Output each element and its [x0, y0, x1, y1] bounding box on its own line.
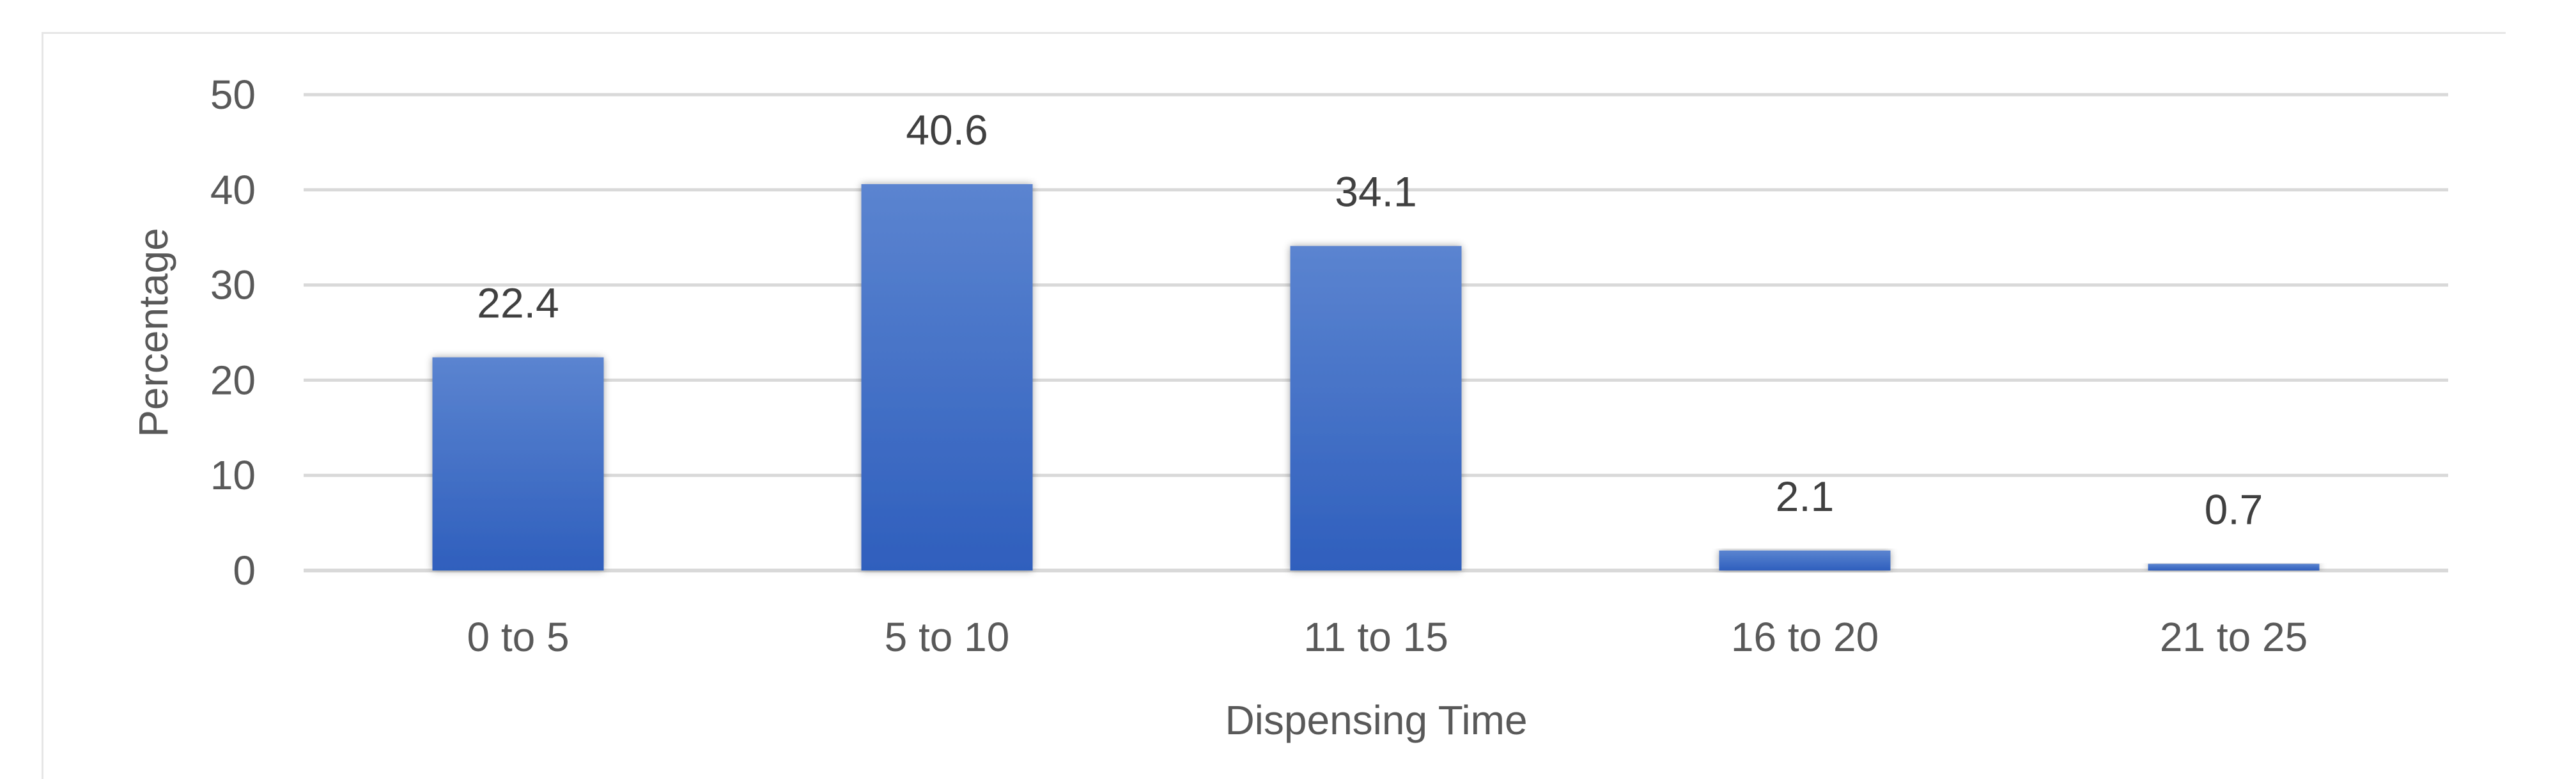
y-tick-label: 20	[210, 357, 256, 403]
y-tick-label: 30	[210, 262, 256, 308]
bar-4	[2148, 563, 2320, 570]
bar-1	[861, 184, 1033, 570]
y-axis-tick-labels: 0 10 20 30 40 50	[210, 72, 256, 594]
y-tick-label: 50	[210, 72, 256, 118]
y-tick-label: 10	[210, 452, 256, 498]
data-label-3: 2.1	[1776, 473, 1835, 520]
bar-2	[1290, 246, 1462, 570]
x-tick-label-4: 21 to 25	[2160, 614, 2308, 660]
y-tick-label: 40	[210, 167, 256, 213]
data-labels: 22.4 40.6 34.1 2.1 0.7	[477, 106, 2263, 533]
data-label-1: 40.6	[906, 106, 988, 153]
data-label-2: 34.1	[1335, 168, 1416, 216]
y-tick-label: 0	[233, 547, 256, 594]
data-label-4: 0.7	[2205, 486, 2263, 533]
x-tick-label-0: 0 to 5	[467, 614, 569, 660]
x-tick-label-2: 11 to 15	[1303, 614, 1448, 660]
bar-0	[432, 357, 604, 570]
x-axis-tick-labels: 0 to 5 5 to 10 11 to 15 16 to 20 21 to 25	[467, 614, 2308, 660]
y-axis-title: Percentage	[130, 228, 176, 437]
x-tick-label-1: 5 to 10	[885, 614, 1010, 660]
x-axis-title: Dispensing Time	[1225, 697, 1527, 743]
bars	[432, 184, 2320, 570]
chart-frame	[42, 32, 2506, 779]
data-label-0: 22.4	[477, 279, 559, 327]
x-tick-label-3: 16 to 20	[1731, 614, 1879, 660]
bar-3	[1719, 550, 1891, 570]
